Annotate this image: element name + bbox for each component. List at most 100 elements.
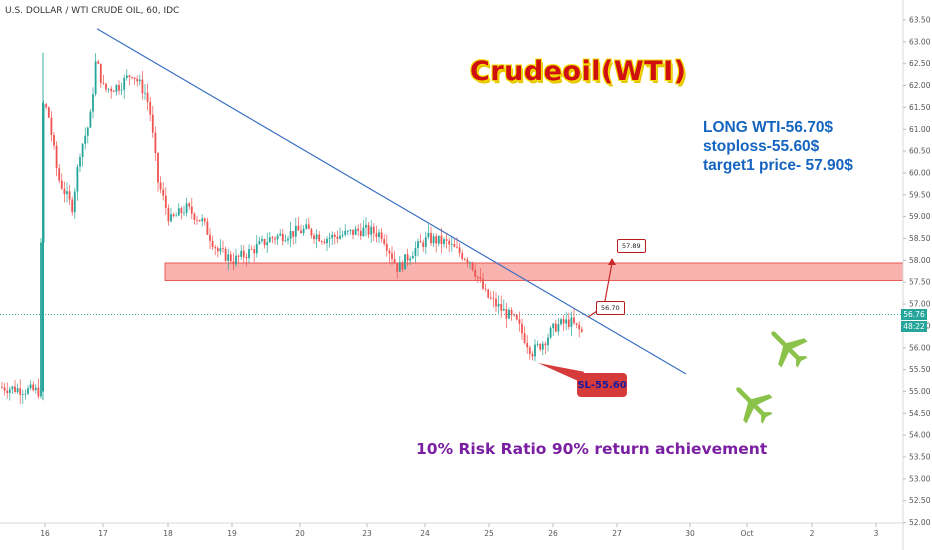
candle — [560, 317, 562, 326]
candle — [333, 232, 336, 245]
candle — [326, 235, 328, 252]
candle — [404, 254, 406, 270]
candle — [222, 240, 224, 253]
candle — [276, 233, 279, 246]
candle — [79, 153, 81, 173]
candle — [372, 223, 375, 241]
y-tick-label: 63.00 — [909, 37, 931, 46]
candle — [151, 105, 154, 138]
candle — [66, 182, 68, 203]
candle — [133, 77, 136, 85]
candle — [466, 257, 469, 268]
candle — [118, 80, 120, 95]
descending-trendline[interactable] — [96, 28, 687, 375]
candle — [193, 212, 196, 225]
candle — [323, 238, 326, 245]
candle — [37, 378, 40, 399]
trade-line-stoploss: stoploss-55.60$ — [703, 138, 820, 155]
candle — [453, 238, 456, 248]
candle — [388, 248, 391, 263]
candle — [557, 318, 560, 336]
candle — [242, 245, 245, 263]
candle — [211, 235, 214, 250]
candle — [357, 224, 360, 237]
risk-ratio-note: 10% Risk Ratio 90% return achievement — [416, 440, 768, 458]
candle — [183, 205, 185, 216]
candle — [528, 345, 531, 360]
candle — [219, 239, 222, 255]
candle — [578, 321, 581, 338]
candle — [541, 341, 544, 356]
candle — [185, 197, 188, 217]
candle — [419, 234, 422, 243]
candle — [339, 227, 341, 240]
candle — [76, 164, 79, 201]
candle — [29, 380, 32, 391]
candle — [359, 223, 362, 241]
candle — [513, 313, 516, 317]
candle — [136, 75, 139, 87]
candle — [131, 76, 133, 80]
candle — [263, 238, 266, 249]
candle — [471, 261, 474, 272]
candle — [255, 235, 258, 258]
y-tick-label: 59.50 — [909, 190, 931, 199]
candle — [138, 74, 141, 86]
candle — [531, 351, 534, 361]
y-tick-label: 56.00 — [909, 343, 931, 352]
candle — [287, 235, 289, 245]
candle — [105, 83, 107, 93]
candle — [458, 243, 461, 257]
candle — [45, 102, 48, 110]
candle — [479, 268, 482, 283]
candle — [266, 232, 269, 254]
candle — [445, 233, 448, 249]
candle — [292, 231, 295, 245]
y-tick-label: 54.50 — [909, 409, 931, 418]
candle — [539, 342, 542, 352]
candle — [484, 283, 487, 292]
candle — [450, 236, 453, 252]
candle — [250, 245, 253, 251]
trade-line-target: target1 price- 57.90$ — [703, 157, 853, 174]
candle — [383, 234, 386, 247]
time-axis[interactable]: 16 17 18 19 20 23 24 25 26 27 30 Oct 2 3 — [0, 522, 903, 538]
trade-arrows — [538, 257, 616, 383]
candle — [55, 141, 58, 177]
candle-spike — [42, 52, 44, 401]
x-tick-label: 3 — [874, 529, 879, 538]
x-tick-label: 27 — [612, 529, 622, 538]
candle — [279, 229, 282, 237]
airplane-icon — [736, 387, 773, 424]
y-tick-label: 60.50 — [909, 147, 931, 156]
x-tick-label: 20 — [295, 529, 305, 538]
candle — [229, 251, 232, 265]
trade-plan-text: LONG WTI-56.70$ stoploss-55.60$ target1 … — [703, 118, 853, 175]
candle — [341, 230, 344, 238]
candle — [521, 318, 523, 340]
candle — [307, 217, 310, 230]
candle — [443, 237, 445, 248]
candle — [60, 173, 63, 191]
candle — [73, 187, 76, 219]
candle — [128, 74, 131, 86]
candle — [97, 59, 100, 65]
candle — [489, 291, 492, 300]
y-tick-label: 57.50 — [909, 278, 931, 287]
candle — [146, 83, 149, 111]
candle — [224, 246, 227, 263]
candle — [294, 217, 297, 244]
candle — [21, 389, 24, 404]
y-tick-label: 60.00 — [909, 168, 931, 177]
candle — [352, 229, 354, 240]
candle — [159, 176, 162, 194]
x-tick-label: 17 — [98, 529, 108, 538]
candle — [94, 53, 97, 97]
candle — [580, 326, 583, 334]
candle — [575, 322, 578, 328]
candle — [495, 292, 497, 312]
candle — [248, 244, 250, 264]
candle — [201, 214, 204, 227]
price-axis[interactable]: 63.50 63.00 62.50 62.00 61.50 61.00 60.50 60.00… — [902, 0, 931, 550]
